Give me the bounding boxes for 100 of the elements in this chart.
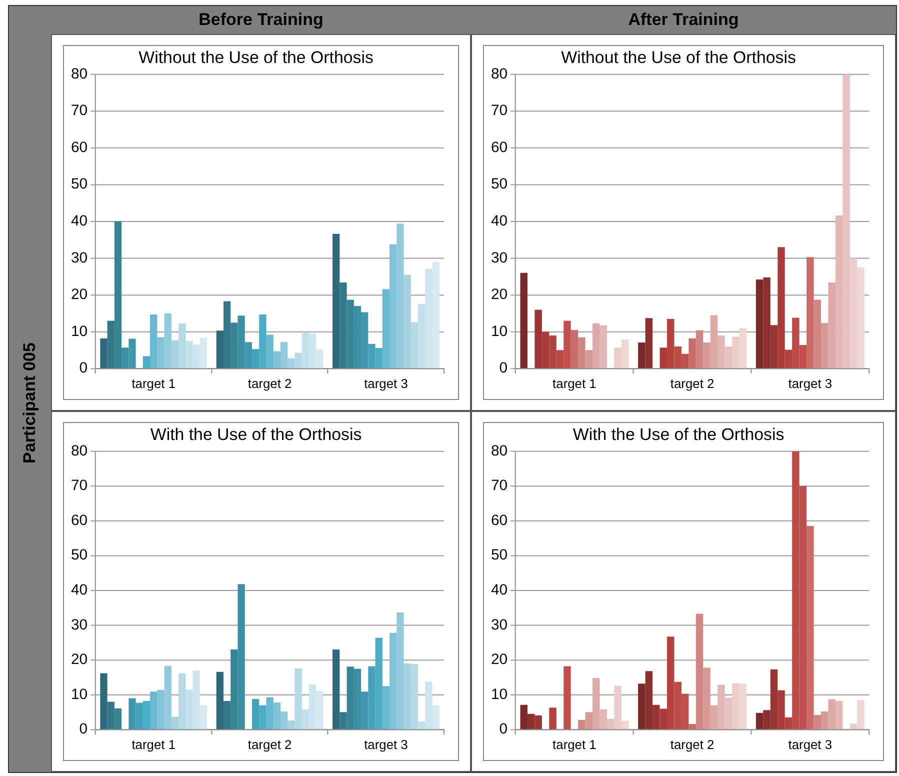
bar	[578, 337, 586, 368]
x-tick-label: target 3	[364, 736, 408, 752]
y-tick-label: 30	[70, 250, 88, 266]
bar	[696, 614, 704, 730]
y-tick-label: 10	[490, 322, 508, 340]
bar	[273, 351, 280, 368]
bar	[404, 663, 411, 730]
bar	[688, 338, 696, 368]
x-tick-label: target 1	[132, 376, 176, 391]
bar	[592, 678, 600, 730]
y-tick-label: 10	[70, 324, 88, 340]
bar	[346, 300, 354, 368]
bar	[340, 282, 347, 368]
bar	[585, 350, 593, 368]
bar	[688, 724, 696, 730]
bar	[600, 709, 607, 730]
bar	[164, 666, 172, 730]
y-tick-label: 20	[490, 652, 508, 668]
y-tick-label: 80	[490, 65, 508, 82]
bar	[107, 702, 114, 730]
bar	[770, 325, 778, 368]
bar	[332, 650, 340, 730]
bar	[128, 338, 136, 368]
chart-title: With the Use of the Orthosis	[572, 424, 784, 444]
bar	[178, 323, 186, 368]
bar	[828, 282, 836, 368]
y-tick-label: 80	[70, 66, 88, 82]
bar	[592, 323, 600, 368]
x-tick-label: target 1	[552, 736, 596, 752]
bar	[710, 705, 718, 730]
bar	[585, 712, 593, 730]
bar	[564, 666, 571, 730]
bar	[404, 274, 411, 368]
bar	[534, 310, 542, 368]
bar	[150, 314, 158, 368]
bar	[164, 313, 172, 368]
y-tick-label: 80	[70, 443, 88, 460]
bar	[223, 701, 231, 730]
bar	[703, 668, 710, 730]
bar	[273, 702, 280, 730]
bar	[652, 704, 660, 730]
bar	[340, 712, 347, 730]
bar	[638, 342, 646, 368]
bar	[178, 673, 186, 730]
text: Participant 005	[20, 342, 40, 464]
y-tick-label: 50	[70, 176, 88, 193]
y-tick-label: 0	[499, 722, 508, 738]
bar	[410, 664, 418, 730]
bar	[332, 234, 340, 368]
bar	[280, 342, 288, 368]
bar	[814, 300, 821, 368]
y-tick-label: 20	[490, 286, 508, 304]
bar	[570, 330, 578, 368]
bar	[718, 335, 725, 368]
y-tick-label: 0	[499, 360, 508, 377]
x-tick-label: target 3	[788, 736, 832, 752]
y-tick-label: 50	[70, 548, 88, 564]
bar	[100, 673, 108, 730]
bar	[763, 710, 770, 730]
bar	[216, 330, 224, 368]
x-tick-label: target 2	[670, 376, 714, 391]
bar	[520, 272, 528, 368]
x-tick-label: target 3	[788, 376, 832, 391]
x-tick-label: target 2	[670, 736, 714, 752]
bar	[288, 358, 295, 368]
text: Before Training	[198, 9, 324, 31]
y-tick-label: 70	[70, 103, 88, 120]
bar	[806, 257, 814, 368]
bar	[346, 666, 354, 730]
y-tick-label: 70	[490, 478, 508, 494]
bar	[122, 348, 129, 368]
bar	[142, 356, 150, 368]
bar	[638, 684, 646, 730]
bar	[806, 526, 814, 730]
bar	[382, 289, 390, 368]
y-tick-label: 10	[70, 686, 88, 703]
y-tick-label: 40	[70, 214, 88, 230]
y-tick-label: 50	[490, 548, 508, 564]
bar	[157, 337, 164, 368]
bar	[696, 330, 704, 368]
bar	[171, 340, 179, 368]
y-tick-label: 20	[70, 652, 88, 668]
bar	[770, 669, 778, 730]
bar	[756, 280, 764, 368]
bar	[828, 699, 836, 730]
bar	[527, 714, 535, 730]
y-tick-label: 20	[70, 287, 88, 304]
bar	[150, 692, 158, 730]
bar	[820, 322, 828, 368]
x-tick-label: target 1	[132, 736, 176, 752]
bar	[238, 316, 245, 368]
bar	[223, 301, 231, 368]
y-tick-label: 80	[490, 443, 508, 460]
bar	[763, 277, 770, 368]
y-tick-label: 70	[490, 102, 508, 120]
y-tick-label: 40	[490, 212, 508, 230]
bar	[390, 244, 397, 368]
y-tick-label: 70	[70, 478, 88, 494]
bar	[396, 224, 404, 368]
bar	[710, 315, 718, 368]
